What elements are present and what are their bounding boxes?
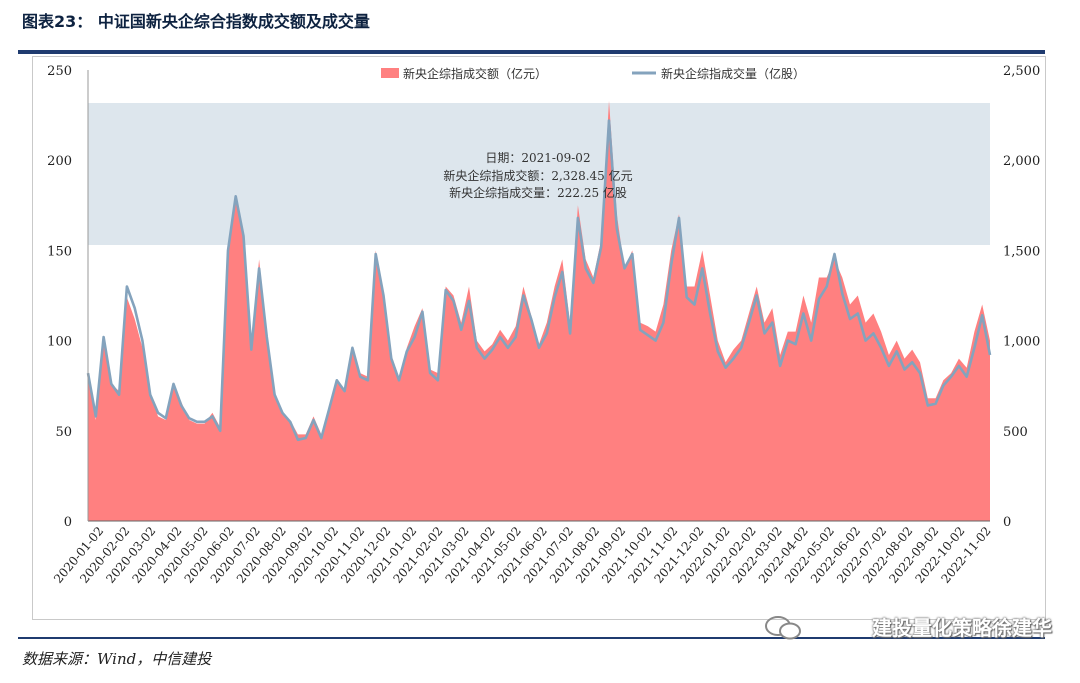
volume-line [86,119,992,442]
volume-line-layer [86,119,992,442]
y-left-tick-label: 50 [55,425,72,440]
figure-title: 图表23： 中证国新央企综合指数成交额及成交量 [22,12,370,31]
amount-area-layer [88,100,990,521]
y-right-tick-label: 2,000 [1003,154,1040,169]
axis-layer: 0 50 100 150 200 250 0 500 1,000 1,500 2,000 2,500 [47,64,1040,530]
y-right-tick-label: 1,500 [1003,244,1040,259]
y-right-tick-label: 500 [1003,425,1028,440]
bottom-rule [18,637,1045,639]
chart-frame [32,56,1046,620]
legend-amount-label: 新央企综指成交额（亿元） [403,66,547,81]
y-left-tick-label: 150 [47,244,72,259]
y-left-tick-label: 100 [47,335,72,350]
y-left-tick-label: 0 [64,515,72,530]
top-rule [18,50,1045,54]
y-left-tick-label: 200 [47,154,72,169]
source-note: 数据来源：Wind，中信建投 [22,650,212,668]
y-left-tick-label: 250 [47,64,72,79]
y-right-tick-label: 0 [1003,515,1011,530]
amount-area [88,100,990,521]
y-right-tick-label: 2,500 [1003,64,1040,79]
x-tick-layer: 2020-01-022020-02-022020-03-022020-04-02… [51,524,994,586]
legend-amount-swatch [381,68,399,78]
tooltip-volume: 新央企综指成交量：222.25 亿股 [449,185,627,200]
legend-volume-label: 新央企综指成交量（亿股） [661,66,805,81]
y-right-tick-label: 1,000 [1003,335,1040,350]
tooltip-amount: 新央企综指成交额：2,328.45 亿元 [443,168,632,183]
tooltip-date: 日期：2021-09-02 [485,151,590,165]
watermark: 建投量化策略徐建华 [872,616,1052,640]
wechat-icon [765,616,801,640]
